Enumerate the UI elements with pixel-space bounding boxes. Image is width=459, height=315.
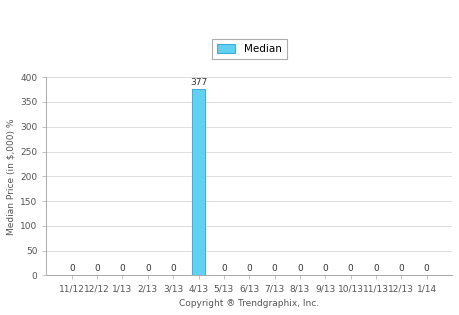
Text: 0: 0 [246,265,252,273]
Text: 0: 0 [398,265,404,273]
Text: 0: 0 [120,265,125,273]
Y-axis label: Median Price (in $,000) %: Median Price (in $,000) % [7,118,16,235]
Text: 0: 0 [297,265,303,273]
Bar [191,89,206,276]
Text: 0: 0 [322,265,328,273]
Text: 0: 0 [272,265,277,273]
Text: 0: 0 [424,265,430,273]
Legend: Median: Median [212,39,287,59]
Text: 0: 0 [69,265,75,273]
Text: 0: 0 [94,265,100,273]
X-axis label: Copyright ® Trendgraphix, Inc.: Copyright ® Trendgraphix, Inc. [179,299,319,308]
Text: 0: 0 [145,265,151,273]
Text: 0: 0 [348,265,353,273]
Text: 0: 0 [170,265,176,273]
Text: 0: 0 [373,265,379,273]
Text: 377: 377 [190,77,207,87]
Text: 0: 0 [221,265,227,273]
